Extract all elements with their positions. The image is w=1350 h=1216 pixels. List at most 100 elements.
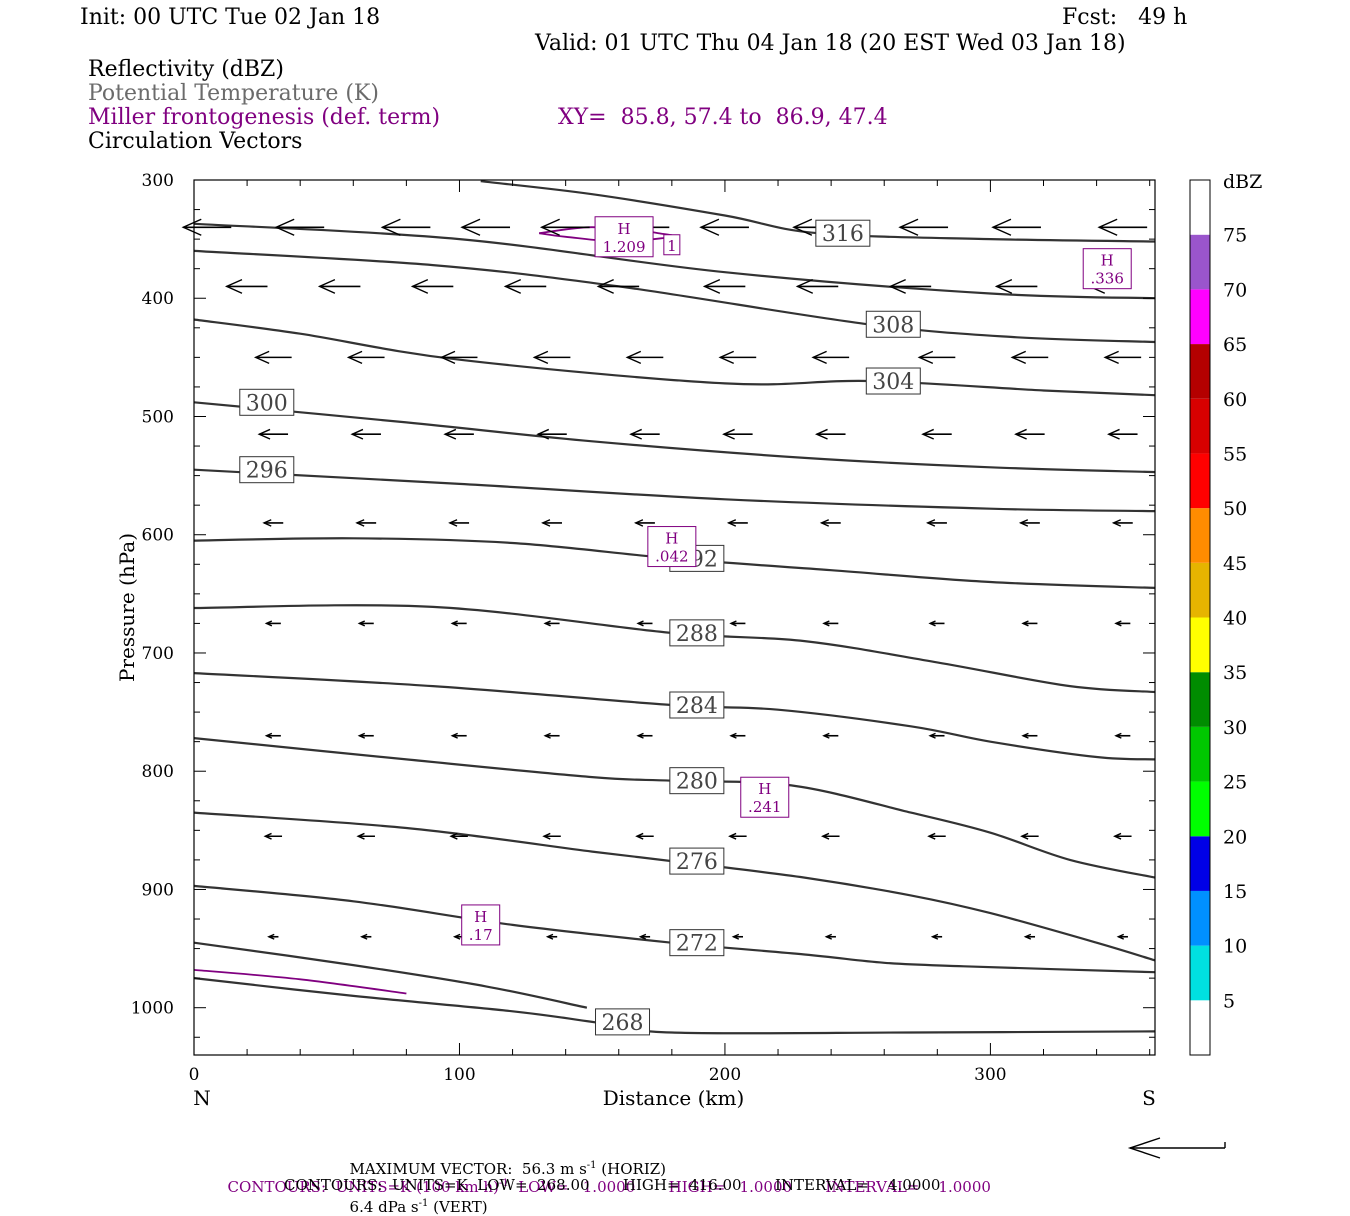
colorbar-swatch (1190, 945, 1210, 1001)
frontogenesis-max-value: .17 (469, 926, 493, 944)
frontogenesis-max-box (1082, 248, 1132, 290)
isentrope-label-box (865, 367, 921, 395)
colorbar-swatch (1190, 617, 1210, 673)
isentrope-label: 308 (872, 313, 914, 338)
colorbar-level-label: 5 (1223, 990, 1235, 1012)
footer-contours-frontogenesis: CONTOURS: UNITS=K (100 km h)-1 LOW= 1.00… (218, 1158, 991, 1196)
circulation-vector-head (927, 832, 936, 840)
circulation-vector-head (410, 278, 429, 294)
colorbar-swatch (1190, 508, 1210, 563)
contours-purple-text: CONTOURS: UNITS=K (100 km h) (227, 1178, 499, 1196)
max-vector-vert-value: 6.4 dPa s (349, 1198, 419, 1216)
legend-frontogenesis: Miller frontogenesis (def. term) (88, 105, 441, 130)
colorbar-swatch (1190, 1000, 1210, 1055)
colorbar-swatch (1190, 836, 1210, 891)
circulation-vector-head (274, 218, 295, 236)
colorbar-swatch (1190, 453, 1210, 509)
circulation-vector-head (702, 278, 721, 294)
frontogenesis-max-label: H (665, 530, 678, 548)
circulation-vector-head (928, 732, 936, 739)
legend-theta: Potential Temperature (K) (88, 81, 379, 106)
colorbar-level-label: 70 (1223, 279, 1247, 301)
circulation-vector-head (921, 428, 934, 440)
circulation-vector-head (536, 428, 550, 440)
y-tick-label: 800 (142, 762, 174, 782)
circulation-vector-head (625, 350, 642, 365)
circulation-vector-head (821, 832, 830, 840)
circulation-vector-head (994, 278, 1013, 294)
circulation-vector-head (264, 620, 273, 627)
isentrope-268 (193, 977, 1156, 1035)
y-tick-label: 700 (142, 644, 174, 664)
circulation-vector-head (728, 832, 737, 840)
circulation-vector-head (262, 519, 272, 527)
colorbar-level-label: 45 (1223, 553, 1247, 575)
colorbar-level-label: 15 (1223, 881, 1247, 903)
x-end-label-north: N (193, 1086, 211, 1110)
frontogenesis-max-box (461, 904, 501, 946)
reference-vector-head (1127, 1137, 1161, 1159)
isentrope-label: 288 (676, 622, 718, 647)
colorbar-swatch (1190, 672, 1210, 727)
circulation-vector-head (930, 933, 939, 940)
valid-time: Valid: 01 UTC Thu 04 Jan 18 (20 EST Wed … (535, 31, 1126, 56)
circulation-vector-head (898, 218, 919, 236)
colorbar-level-label: 30 (1223, 717, 1247, 739)
colorbar-level-label: 20 (1223, 826, 1247, 848)
circulation-vector-head (253, 350, 270, 365)
colorbar-swatch (1190, 890, 1210, 946)
isentrope-label: 296 (246, 459, 288, 484)
circulation-vector-head (888, 278, 906, 294)
y-tick-label: 1000 (131, 999, 174, 1019)
colorbar-level-label: 40 (1223, 608, 1247, 630)
colorbar-level-label: 75 (1223, 225, 1247, 247)
isentrope-label: 272 (676, 932, 718, 957)
colorbar-level-label: 60 (1223, 389, 1247, 411)
colorbar-swatch (1190, 562, 1210, 618)
colorbar-level-label: 55 (1223, 443, 1247, 465)
colorbar-level-label: 35 (1223, 662, 1247, 684)
isentrope-label-box (815, 219, 871, 247)
y-axis-label: Pressure (hPa) (115, 533, 139, 682)
isentrope-316 (480, 180, 1156, 243)
circulation-vector-head (350, 428, 364, 440)
legend-vectors: Circulation Vectors (88, 129, 303, 154)
frontogenesis-contour-label: 1 (667, 237, 677, 255)
isentrope-label: 268 (602, 1011, 644, 1036)
circulation-vector-head (729, 620, 737, 627)
plot-frame (193, 179, 1156, 1056)
contours-purple-exp: -1 (498, 1178, 509, 1189)
isentrope-296 (193, 468, 1156, 513)
circulation-vector-head (257, 428, 271, 440)
init-time: Init: 00 UTC Tue 02 Jan 18 (80, 5, 381, 30)
isentrope-276 (193, 811, 1156, 962)
colorbar-frame (1189, 179, 1211, 1056)
circulation-vector-head (449, 832, 458, 840)
isentrope-label-box (865, 310, 921, 338)
isentrope-284 (193, 672, 1156, 761)
circulation-vector-head (532, 350, 549, 365)
colorbar-swatch (1190, 726, 1210, 782)
circulation-vector-head (1014, 428, 1027, 440)
forecast-hour: Fcst: 49 h (1062, 5, 1188, 30)
isentrope-label: 280 (676, 770, 718, 795)
circulation-vector-head (380, 218, 401, 236)
isentrope-label: 304 (872, 370, 914, 395)
isentrope-label-box (239, 388, 295, 416)
max-vector-horiz: (HORIZ) (596, 1160, 667, 1178)
circulation-vector-head (1111, 519, 1122, 527)
circulation-vector-head (795, 278, 814, 294)
colorbar-level-label: 25 (1223, 772, 1247, 794)
circulation-vector-head (991, 218, 1012, 236)
circulation-vector-head (357, 620, 366, 627)
circulation-vector-head (1103, 350, 1119, 365)
circulation-vector-head (1113, 832, 1122, 840)
circulation-vector-head (346, 350, 363, 365)
circulation-vector-head (1023, 933, 1032, 940)
circulation-vector-head (718, 350, 734, 365)
circulation-vector-head (636, 732, 644, 739)
circulation-vector-head (543, 620, 551, 627)
isentrope-label: 316 (822, 222, 864, 247)
legend-reflectivity: Reflectivity (dBZ) (88, 57, 284, 82)
